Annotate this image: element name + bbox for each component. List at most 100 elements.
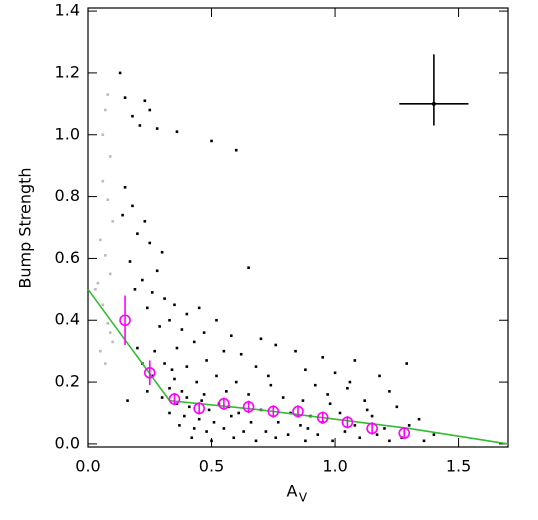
point — [106, 198, 110, 201]
point — [155, 127, 159, 130]
point — [136, 346, 139, 350]
bin-point — [119, 314, 131, 327]
plot-frame — [87, 7, 509, 448]
point — [131, 114, 134, 118]
bin-point — [366, 422, 378, 435]
point — [148, 108, 152, 112]
point — [175, 346, 179, 350]
point — [143, 220, 147, 223]
point — [99, 349, 102, 353]
point — [234, 148, 238, 152]
point — [163, 297, 166, 300]
x-axis-label-subscript: V — [299, 491, 308, 505]
point — [388, 439, 391, 443]
point — [118, 71, 122, 75]
point — [313, 383, 317, 387]
point — [269, 383, 273, 387]
bin-point — [341, 416, 354, 429]
point — [163, 362, 166, 365]
point — [264, 430, 268, 433]
point — [212, 420, 216, 424]
point — [195, 380, 199, 384]
point — [370, 414, 374, 418]
point — [229, 334, 233, 338]
point — [239, 352, 243, 356]
point — [346, 386, 349, 390]
point — [111, 340, 115, 344]
point — [185, 396, 189, 399]
point — [101, 179, 105, 183]
point — [326, 393, 329, 396]
point — [108, 331, 112, 334]
point — [222, 349, 226, 353]
y-tick-label: 1.2 — [55, 62, 80, 81]
point — [94, 288, 97, 291]
point — [395, 405, 399, 409]
point — [274, 436, 278, 440]
point — [348, 380, 352, 384]
bin-point — [242, 401, 255, 413]
point — [103, 362, 107, 365]
point — [358, 436, 362, 440]
bin-point — [193, 402, 205, 415]
bin-point — [316, 411, 329, 424]
point — [103, 108, 107, 112]
point — [168, 386, 171, 390]
point — [405, 362, 409, 365]
point — [143, 99, 147, 103]
point — [365, 408, 369, 412]
point — [185, 312, 189, 316]
y-tick-label: 0.4 — [55, 310, 80, 329]
point — [422, 439, 426, 443]
point — [101, 303, 105, 307]
point — [304, 368, 307, 372]
error-cross-center — [431, 101, 436, 106]
point — [187, 405, 191, 409]
point — [432, 433, 436, 436]
point — [99, 238, 102, 242]
y-axis-label: Bump Strength — [16, 167, 35, 288]
point — [173, 303, 176, 307]
point — [281, 396, 285, 399]
point — [192, 427, 196, 430]
point — [153, 349, 157, 353]
point — [123, 96, 127, 99]
point — [353, 424, 357, 427]
point — [375, 433, 379, 436]
point — [304, 439, 307, 443]
point — [417, 417, 421, 421]
point — [136, 232, 139, 235]
y-tick-label: 0.0 — [55, 433, 80, 452]
fit-line — [87, 288, 509, 445]
point — [126, 399, 129, 402]
point — [316, 433, 320, 436]
point — [388, 390, 391, 393]
point — [103, 254, 107, 257]
point — [210, 139, 213, 143]
point — [141, 278, 144, 282]
point — [276, 420, 280, 424]
point — [111, 220, 115, 223]
point — [202, 393, 206, 396]
point — [180, 390, 184, 393]
point — [242, 430, 245, 433]
bin-point — [143, 367, 156, 379]
point — [168, 411, 171, 415]
point — [353, 359, 357, 362]
point — [178, 424, 181, 427]
bin-point — [292, 405, 304, 418]
point — [131, 204, 134, 208]
point — [155, 269, 159, 273]
point — [225, 390, 228, 393]
point — [207, 408, 211, 412]
x-axis-label: A — [287, 482, 298, 501]
point — [170, 368, 174, 372]
point — [229, 414, 233, 418]
point — [145, 390, 149, 393]
point — [150, 291, 154, 294]
y-tick-label: 0.2 — [55, 372, 80, 391]
point — [133, 288, 137, 291]
point — [363, 399, 367, 402]
point — [247, 266, 250, 269]
